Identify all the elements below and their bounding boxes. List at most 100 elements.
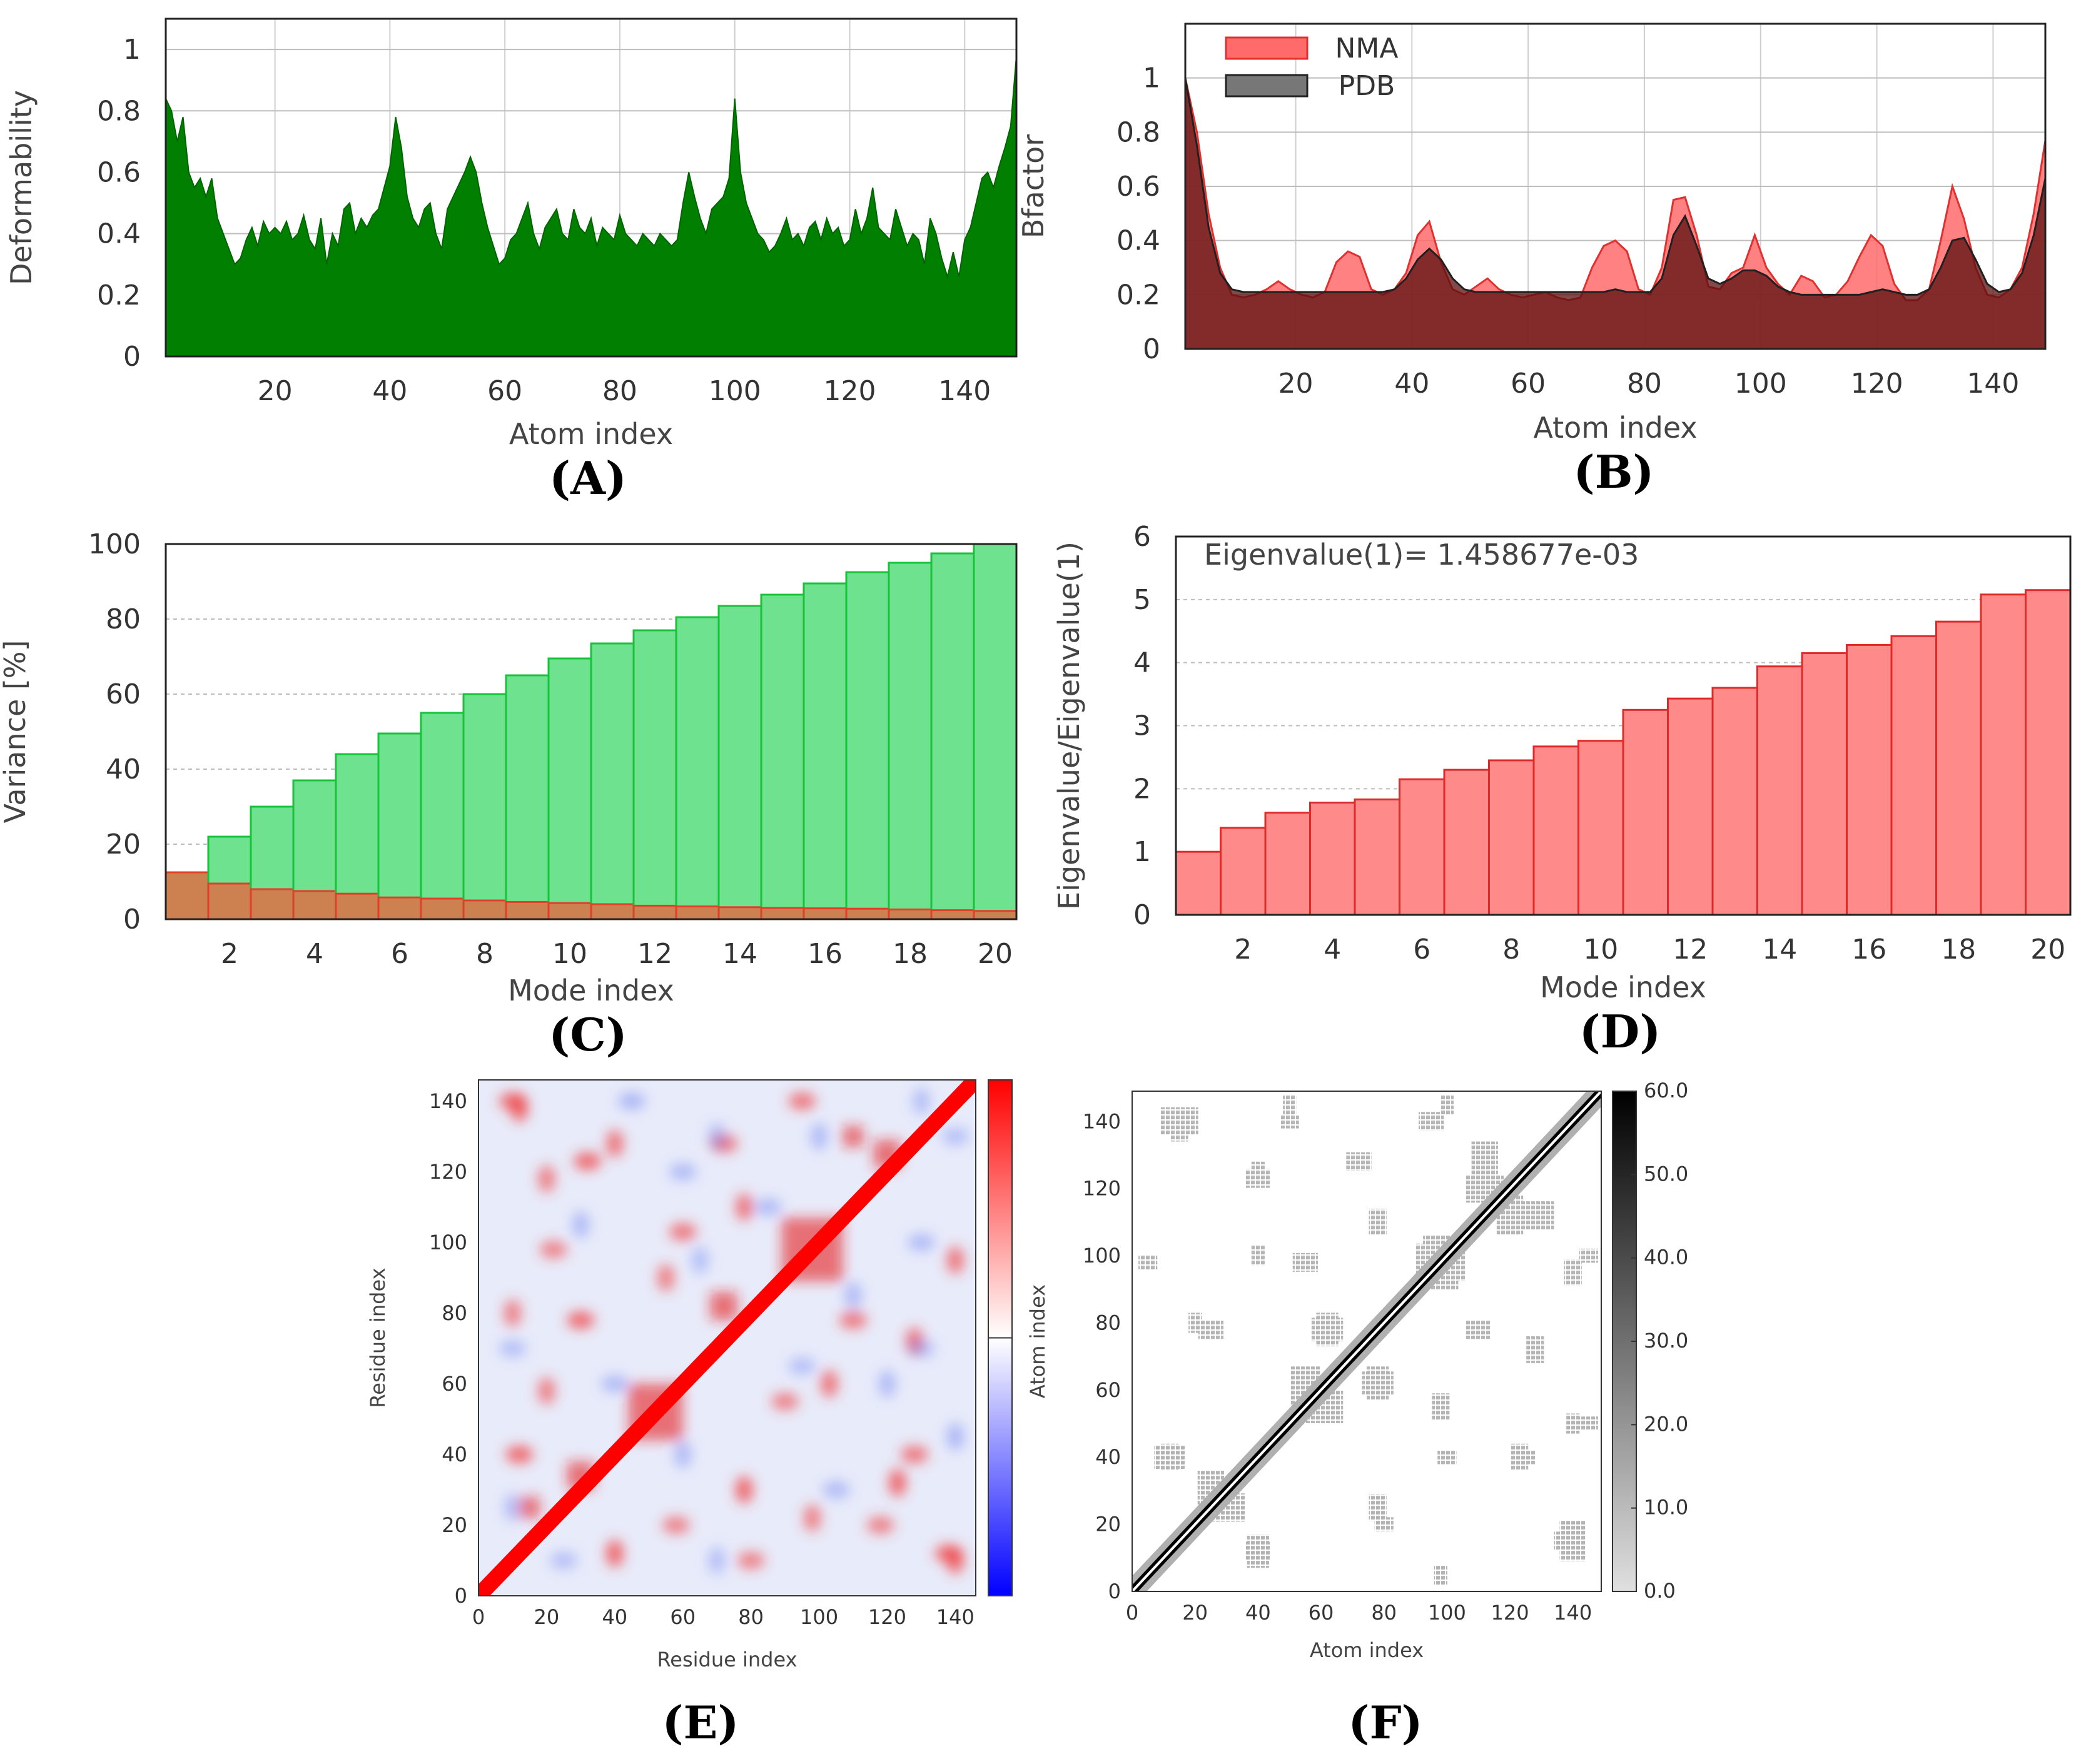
d-x-tick-label: 12 <box>1673 934 1708 965</box>
b-x-tick-label: 100 <box>1734 368 1787 400</box>
d-eigenvalue-bar <box>1756 665 1803 916</box>
e-correlation-patch <box>788 1357 816 1375</box>
f-colorbar-tick-label: 40.0 <box>1644 1246 1688 1269</box>
f-contact-patch-mirror <box>1440 1094 1454 1115</box>
e-correlation-patch-mirror <box>504 1493 522 1521</box>
e-correlation-patch-mirror <box>912 1087 930 1115</box>
e-diagonal-block <box>519 1496 540 1518</box>
a-y-axis-title: Deformability <box>4 90 38 285</box>
c-x-tick-label: 8 <box>476 938 494 970</box>
c-y-tick-label: 20 <box>106 829 141 860</box>
b-y-tick-label: 0.6 <box>1116 171 1160 203</box>
e-y-tick-label: 0 <box>455 1584 467 1608</box>
f-contact-patch <box>1579 1248 1598 1263</box>
f-contact-patch <box>1346 1152 1372 1171</box>
d-annotation: Eigenvalue(1)= 1.458677e-03 <box>1204 538 1639 572</box>
f-contact-patch-mirror <box>1316 1313 1339 1347</box>
e-correlation-patch-mirror <box>735 1193 753 1221</box>
d-x-tick-label: 10 <box>1583 934 1618 965</box>
c-cumulative-bar <box>377 732 422 920</box>
f-contact-patch-mirror <box>1251 1245 1265 1266</box>
panel-e-covariance-map: 0 20 40 60 80 100 120 140 0 20 40 60 80 100 120 140 Resi… <box>366 1079 1013 1749</box>
e-x-tick-label: 60 <box>670 1605 696 1629</box>
f-y-tick-label: 120 <box>1083 1177 1121 1201</box>
d-eigenvalue-bar <box>1264 812 1311 916</box>
e-y-tick-label: 80 <box>442 1301 467 1325</box>
e-correlation-patch-mirror <box>810 1122 828 1151</box>
c-y-tick-label: 100 <box>88 528 141 560</box>
e-correlation-patch <box>900 1445 928 1463</box>
c-x-tick-label: 12 <box>637 938 672 970</box>
f-y-axis-title: Atom index <box>1026 1284 1050 1398</box>
f-contact-patch <box>1419 1112 1444 1131</box>
d-y-tick-label: 2 <box>1133 773 1151 805</box>
c-cumulative-bar <box>845 571 890 920</box>
e-x-tick-label: 0 <box>472 1605 485 1629</box>
d-eigenvalue-bar <box>1532 745 1579 916</box>
c-individual-bar <box>547 902 592 920</box>
b-legend-label-pdb: PDB <box>1339 70 1395 102</box>
e-correlation-patch-mirror <box>537 1377 555 1405</box>
f-colorbar-tick-label: 10.0 <box>1644 1496 1688 1520</box>
c-individual-bar <box>760 907 805 920</box>
e-correlation-patch <box>754 1198 782 1216</box>
f-contact-patch <box>1245 1541 1271 1561</box>
c-cumulative-bar <box>632 629 677 920</box>
e-correlation-patch-mirror <box>820 1369 838 1398</box>
c-y-tick-label: 40 <box>106 753 141 785</box>
a-x-tick-label: 20 <box>258 375 293 407</box>
d-x-tick-label: 4 <box>1324 934 1341 965</box>
b-legend-swatch-pdb <box>1225 74 1309 98</box>
a-y-tick-label: 1 <box>123 34 141 66</box>
c-cumulative-bar <box>930 552 975 920</box>
c-y-tick-label: 60 <box>106 678 141 710</box>
c-cumulative-bar <box>505 674 550 920</box>
c-cumulative-bar <box>420 712 465 920</box>
c-individual-bar <box>717 906 762 920</box>
e-correlation-patch <box>907 1339 935 1358</box>
d-panel-label: (D) <box>1579 1005 1661 1058</box>
e-correlation-patch <box>618 1092 646 1110</box>
f-y-tick-label: 60 <box>1095 1378 1121 1402</box>
c-individual-bar <box>250 888 295 920</box>
d-x-tick-label: 8 <box>1502 934 1520 965</box>
c-individual-bar <box>973 910 1018 920</box>
e-correlation-patch <box>600 1374 629 1393</box>
e-y-tick-label: 40 <box>442 1443 467 1466</box>
c-individual-bar <box>207 882 252 920</box>
f-contact-patch <box>1554 1531 1579 1551</box>
panel-b-bfactor-chart: 20 40 60 80 100 120 140 0 0.2 0.4 0.6 0.8 1 Atom inde… <box>1016 23 2047 498</box>
f-diagonal-core <box>1132 1091 1601 1591</box>
e-y-tick-label: 140 <box>429 1089 467 1113</box>
e-y-tick-label: 100 <box>429 1231 467 1254</box>
f-x-tick-label: 0 <box>1126 1601 1138 1625</box>
e-x-tick-label: 100 <box>800 1605 838 1629</box>
f-colorbar-tick-label: 30.0 <box>1644 1329 1688 1353</box>
b-x-tick-label: 120 <box>1851 368 1903 400</box>
f-y-tick-label: 0 <box>1108 1580 1121 1603</box>
f-colorbar-tick-label: 50.0 <box>1644 1162 1688 1186</box>
b-y-tick-label: 0.4 <box>1116 225 1160 257</box>
f-x-tick-label: 60 <box>1309 1601 1334 1625</box>
b-x-tick-label: 60 <box>1511 368 1546 400</box>
d-eigenvalue-bar <box>1622 708 1669 916</box>
f-y-tick-label: 80 <box>1095 1311 1121 1334</box>
d-eigenvalue-bar <box>1354 798 1400 916</box>
c-individual-bar <box>292 890 337 920</box>
b-x-tick-label: 20 <box>1278 368 1314 400</box>
e-correlation-patch-mirror <box>572 1211 590 1239</box>
c-individual-bar <box>930 909 975 920</box>
f-y-tick-label: 100 <box>1083 1244 1121 1268</box>
e-correlation-patch <box>907 1233 935 1251</box>
c-individual-bar <box>377 896 422 920</box>
e-x-tick-label: 20 <box>534 1605 560 1629</box>
d-eigenvalue-bar <box>1399 778 1446 916</box>
f-contact-patch <box>1280 1114 1299 1129</box>
f-contact-patch-mirror <box>1251 1161 1265 1182</box>
f-x-tick-label: 100 <box>1428 1601 1466 1625</box>
f-contact-patch-mirror <box>1283 1094 1297 1115</box>
e-correlation-patch-mirror <box>537 1165 555 1193</box>
d-x-tick-label: 14 <box>1762 934 1797 965</box>
e-correlation-patch <box>822 1481 850 1499</box>
